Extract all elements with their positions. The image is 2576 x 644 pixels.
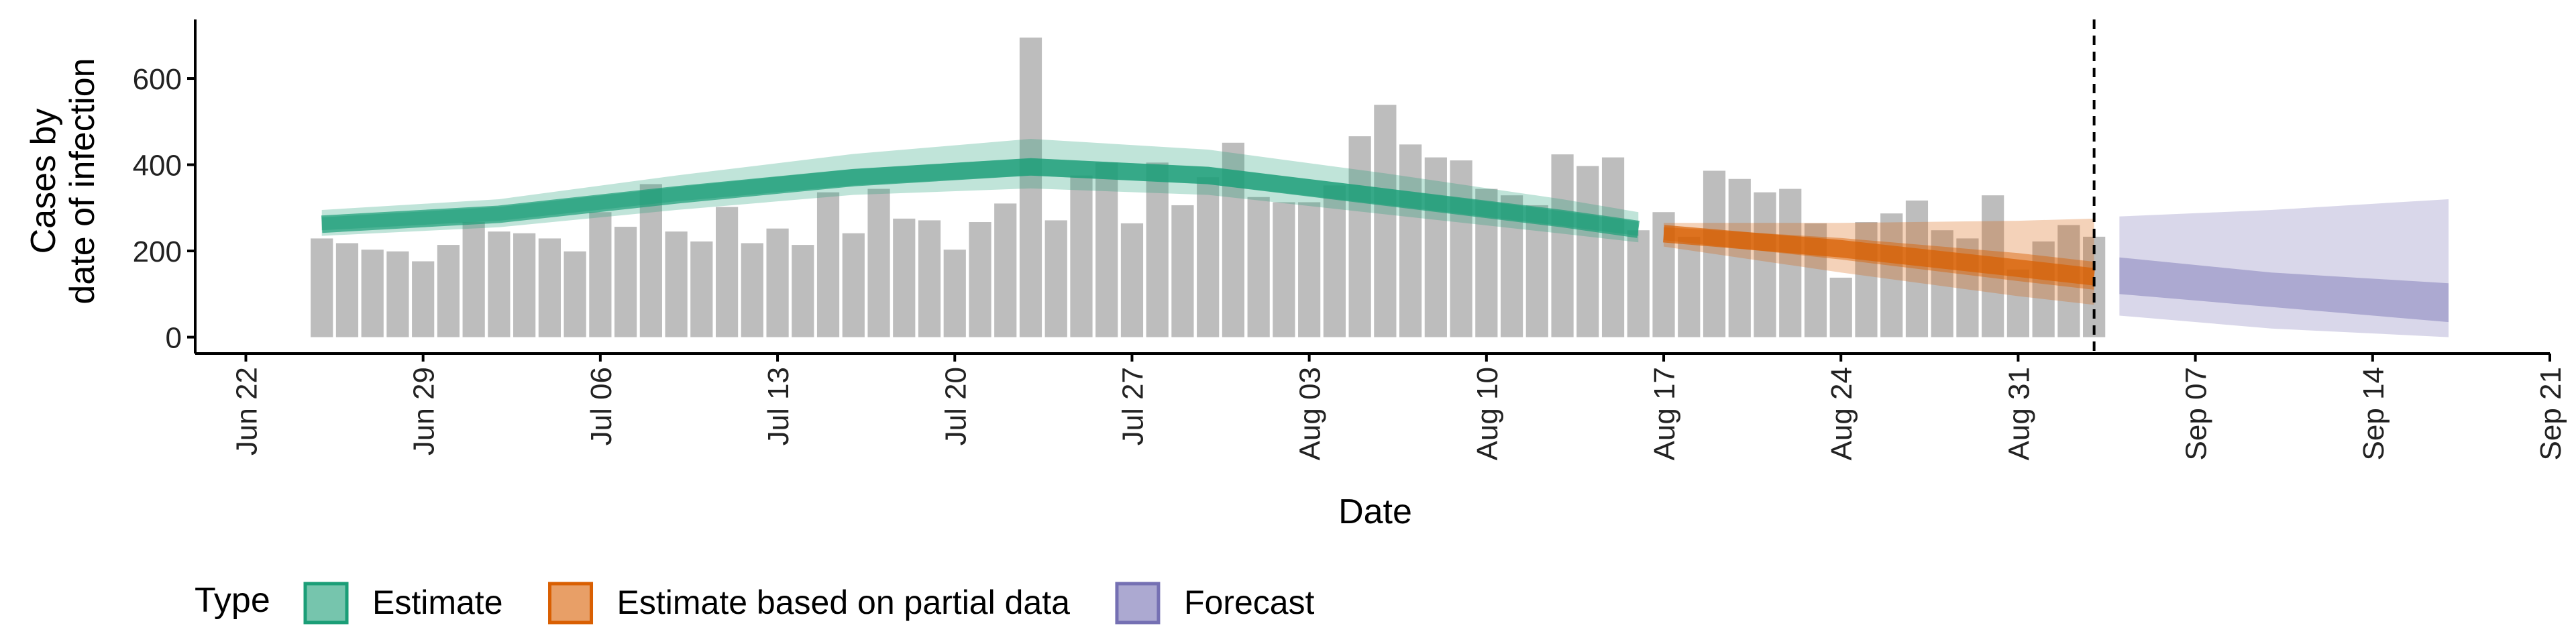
y-tick-label: 400 <box>133 150 182 182</box>
legend-label: Estimate <box>372 584 503 621</box>
bar <box>1551 154 1574 337</box>
bar <box>1855 222 1878 337</box>
median-line <box>321 158 1640 238</box>
legend-key <box>303 582 349 625</box>
bar <box>1627 230 1650 337</box>
bar <box>437 245 460 337</box>
legend-key <box>1115 582 1161 625</box>
bar <box>564 251 586 337</box>
bar <box>741 243 763 337</box>
bar <box>816 192 840 337</box>
x-tick-label: Aug 24 <box>1825 367 1858 460</box>
legend-label: Estimate based on partial data <box>617 584 1071 621</box>
ribbon-90 <box>321 138 1639 243</box>
bar <box>715 207 739 337</box>
bar <box>690 241 713 337</box>
x-tick-label: Jun 29 <box>408 367 441 455</box>
x-tick-label: Jul 27 <box>1116 367 1149 445</box>
x-tick-label: Jul 20 <box>939 367 972 445</box>
bar <box>1931 230 1953 337</box>
legend-key <box>548 582 594 625</box>
bar <box>1044 220 1067 337</box>
bar <box>918 220 941 337</box>
bar <box>1298 202 1321 337</box>
bar <box>1070 175 1093 337</box>
bar <box>1779 189 1802 337</box>
x-tick-label: Aug 17 <box>1648 367 1681 460</box>
x-tick-label: Sep 14 <box>2357 367 2390 460</box>
bar <box>1754 192 1776 337</box>
bar <box>943 250 966 337</box>
x-axis-label: Date <box>1338 492 1412 531</box>
bar <box>1678 236 1701 337</box>
bar <box>361 250 384 337</box>
bar <box>1703 170 1726 337</box>
bar <box>589 212 612 337</box>
bar <box>1601 157 1625 337</box>
x-tick-label: Sep 21 <box>2534 367 2567 460</box>
bar <box>1247 197 1270 337</box>
bar <box>1171 205 1194 337</box>
y-tick-label: 0 <box>166 322 182 355</box>
y-axis-label: date of infection <box>63 58 102 304</box>
bar <box>1146 162 1169 337</box>
bar <box>766 228 789 337</box>
bar <box>614 227 637 337</box>
bar <box>513 233 536 337</box>
bar <box>1348 136 1371 337</box>
median-line <box>1662 225 2096 286</box>
bar <box>1905 200 1929 337</box>
x-tick-label: Aug 03 <box>1294 367 1327 460</box>
bar <box>1576 166 1599 337</box>
bar <box>1728 178 1751 337</box>
bar <box>1323 185 1346 337</box>
bar <box>639 184 662 337</box>
bar <box>2006 269 2030 337</box>
ribbon-50 <box>2119 257 2449 323</box>
bar <box>1019 37 1042 337</box>
legend-label: Forecast <box>1184 584 1315 621</box>
legend-title: Type <box>195 581 270 620</box>
bar <box>1120 223 1144 337</box>
bar <box>969 222 991 337</box>
bar <box>994 203 1017 337</box>
bar <box>1197 177 1220 337</box>
bar <box>538 238 561 337</box>
bar <box>842 233 865 337</box>
bar <box>1273 202 1295 337</box>
bar <box>893 218 916 337</box>
x-tick-label: Jun 22 <box>230 367 263 455</box>
y-tick-label: 600 <box>133 63 182 96</box>
bar <box>1399 144 1422 337</box>
bar <box>867 189 890 337</box>
bar <box>1880 213 1903 337</box>
bar <box>1525 205 1548 337</box>
x-tick-label: Sep 07 <box>2180 367 2213 460</box>
bar <box>1095 162 1118 337</box>
x-tick-label: Aug 10 <box>1471 367 1504 460</box>
y-axis-label: Cases by <box>24 109 63 254</box>
bar <box>1374 105 1397 337</box>
bar <box>665 231 688 337</box>
bar <box>488 231 511 337</box>
bar <box>1450 160 1472 337</box>
bar <box>1829 277 1852 337</box>
bar <box>1424 157 1447 337</box>
bar <box>462 222 485 337</box>
bar <box>2032 241 2055 337</box>
bar <box>335 243 359 337</box>
x-tick-label: Aug 31 <box>2002 367 2035 460</box>
bar <box>311 238 333 337</box>
y-tick-label: 200 <box>133 235 182 268</box>
ribbon-90 <box>2119 199 2449 337</box>
bar <box>386 251 409 337</box>
x-tick-label: Jul 13 <box>762 367 795 445</box>
x-tick-label: Jul 06 <box>585 367 618 445</box>
bar <box>792 245 814 337</box>
bar <box>412 261 435 337</box>
